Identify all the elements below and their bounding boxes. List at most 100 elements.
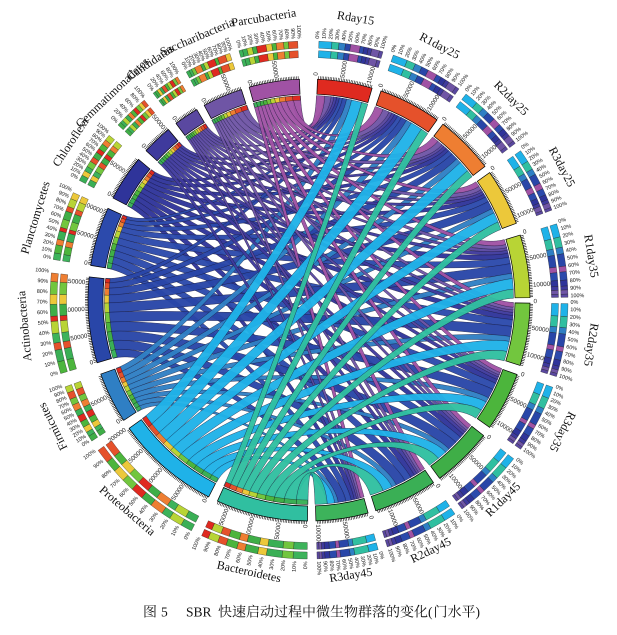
svg-text:40%: 40% (66, 418, 79, 428)
svg-text:): ) (476, 605, 481, 620)
svg-text:80%: 80% (328, 560, 335, 571)
svg-text:50%: 50% (37, 320, 48, 327)
svg-text:30%: 30% (75, 156, 88, 167)
svg-text:0%: 0% (183, 531, 192, 541)
svg-text:50000: 50000 (339, 60, 349, 79)
svg-text:20%: 20% (280, 560, 287, 571)
svg-text:0%: 0% (69, 172, 79, 181)
svg-text:0%: 0% (234, 40, 242, 49)
svg-text:40%: 40% (138, 503, 149, 515)
svg-text:60%: 60% (84, 142, 96, 153)
svg-text:60%: 60% (50, 211, 62, 220)
svg-text:100%: 100% (570, 293, 584, 299)
svg-text:Rday15: Rday15 (336, 8, 375, 28)
svg-text:40%: 40% (486, 100, 498, 112)
svg-text:60%: 60% (123, 97, 135, 109)
svg-text:60%: 60% (496, 110, 508, 122)
svg-text:50%: 50% (346, 558, 354, 570)
svg-text:70%: 70% (334, 560, 341, 572)
svg-text:100000: 100000 (533, 280, 555, 288)
svg-text:60%: 60% (485, 490, 497, 502)
svg-text:80%: 80% (562, 359, 574, 367)
svg-text:30%: 30% (500, 474, 512, 486)
svg-text:0: 0 (520, 371, 526, 379)
svg-text:50%: 50% (540, 417, 553, 427)
svg-text:20%: 20% (72, 161, 85, 172)
svg-text:30%: 30% (564, 239, 576, 247)
svg-text:0: 0 (201, 497, 209, 504)
svg-text:70%: 70% (438, 63, 449, 76)
svg-text:40%: 40% (154, 73, 165, 85)
svg-text:40%: 40% (353, 557, 361, 569)
svg-text:20%: 20% (42, 350, 54, 358)
svg-text:0%: 0% (455, 514, 464, 524)
svg-text:90%: 90% (219, 41, 228, 53)
svg-text:70%: 70% (479, 495, 491, 507)
svg-text:10%: 10% (470, 85, 482, 97)
svg-text:0%: 0% (303, 561, 309, 569)
svg-text:0%: 0% (315, 31, 321, 39)
svg-text:0: 0 (140, 142, 148, 150)
svg-text:100%: 100% (58, 182, 73, 193)
svg-text:80%: 80% (548, 189, 560, 199)
svg-text:30%: 30% (532, 157, 545, 168)
svg-text:10%: 10% (69, 166, 82, 177)
svg-text:50%: 50% (63, 412, 76, 422)
svg-text:30%: 30% (546, 404, 558, 414)
svg-text:50000: 50000 (274, 522, 283, 541)
svg-text:100000: 100000 (314, 524, 322, 545)
svg-text:30%: 30% (40, 340, 52, 348)
svg-text:50%: 50% (567, 254, 579, 262)
svg-text:30%: 30% (149, 511, 160, 523)
svg-text:70%: 70% (533, 429, 546, 440)
svg-text:30%: 30% (252, 33, 260, 45)
svg-text:10%: 10% (560, 224, 572, 233)
svg-text:90%: 90% (289, 28, 296, 39)
svg-text:SBR: SBR (186, 605, 212, 620)
svg-text:50000: 50000 (341, 521, 351, 540)
svg-text:100%: 100% (191, 536, 202, 551)
svg-text:20%: 20% (159, 518, 170, 530)
svg-text:60%: 60% (119, 487, 131, 499)
svg-text:40%: 40% (196, 50, 206, 62)
svg-text:40%: 40% (258, 557, 266, 569)
svg-text:20%: 20% (328, 28, 335, 39)
svg-text:100%: 100% (380, 35, 390, 50)
svg-text:10%: 10% (183, 56, 193, 69)
svg-text:20%: 20% (475, 90, 487, 102)
svg-text:70%: 70% (564, 352, 576, 360)
svg-text:80%: 80% (445, 67, 456, 80)
svg-text:60%: 60% (415, 537, 425, 549)
svg-text:10%: 10% (552, 391, 564, 401)
svg-text:0%: 0% (520, 141, 530, 151)
svg-text:60%: 60% (537, 423, 550, 434)
svg-text:20%: 20% (187, 54, 197, 67)
svg-text:70%: 70% (569, 270, 581, 277)
svg-text:40%: 40% (428, 530, 438, 543)
svg-text:50%: 50% (490, 485, 502, 497)
svg-text:70%: 70% (210, 44, 220, 56)
svg-text:0: 0 (199, 97, 207, 104)
svg-text:100%: 100% (558, 373, 573, 383)
svg-text:80%: 80% (529, 436, 542, 447)
svg-text:50%: 50% (425, 56, 435, 69)
svg-text:0%: 0% (570, 300, 578, 306)
svg-text:0%: 0% (81, 439, 91, 448)
svg-text:40%: 40% (78, 151, 91, 162)
svg-text:0: 0 (89, 359, 95, 367)
svg-text:10%: 10% (41, 246, 53, 254)
svg-text:50%: 50% (81, 146, 93, 157)
svg-text:70%: 70% (37, 299, 48, 305)
svg-text:0: 0 (441, 115, 449, 122)
svg-text:100%: 100% (315, 561, 321, 575)
svg-text:70%: 70% (87, 137, 99, 148)
svg-text:80%: 80% (55, 197, 67, 207)
svg-text:0%: 0% (555, 384, 565, 392)
svg-text:30%: 30% (481, 95, 493, 107)
svg-text:80%: 80% (55, 395, 67, 405)
svg-text:40%: 40% (46, 225, 58, 234)
svg-text:20%: 20% (148, 76, 159, 88)
svg-text:10%: 10% (510, 463, 522, 475)
svg-text:40%: 40% (117, 102, 129, 114)
svg-text:60%: 60% (542, 176, 555, 186)
